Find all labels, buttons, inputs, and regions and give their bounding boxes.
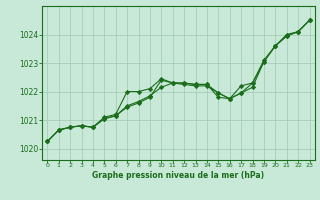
X-axis label: Graphe pression niveau de la mer (hPa): Graphe pression niveau de la mer (hPa): [92, 171, 264, 180]
